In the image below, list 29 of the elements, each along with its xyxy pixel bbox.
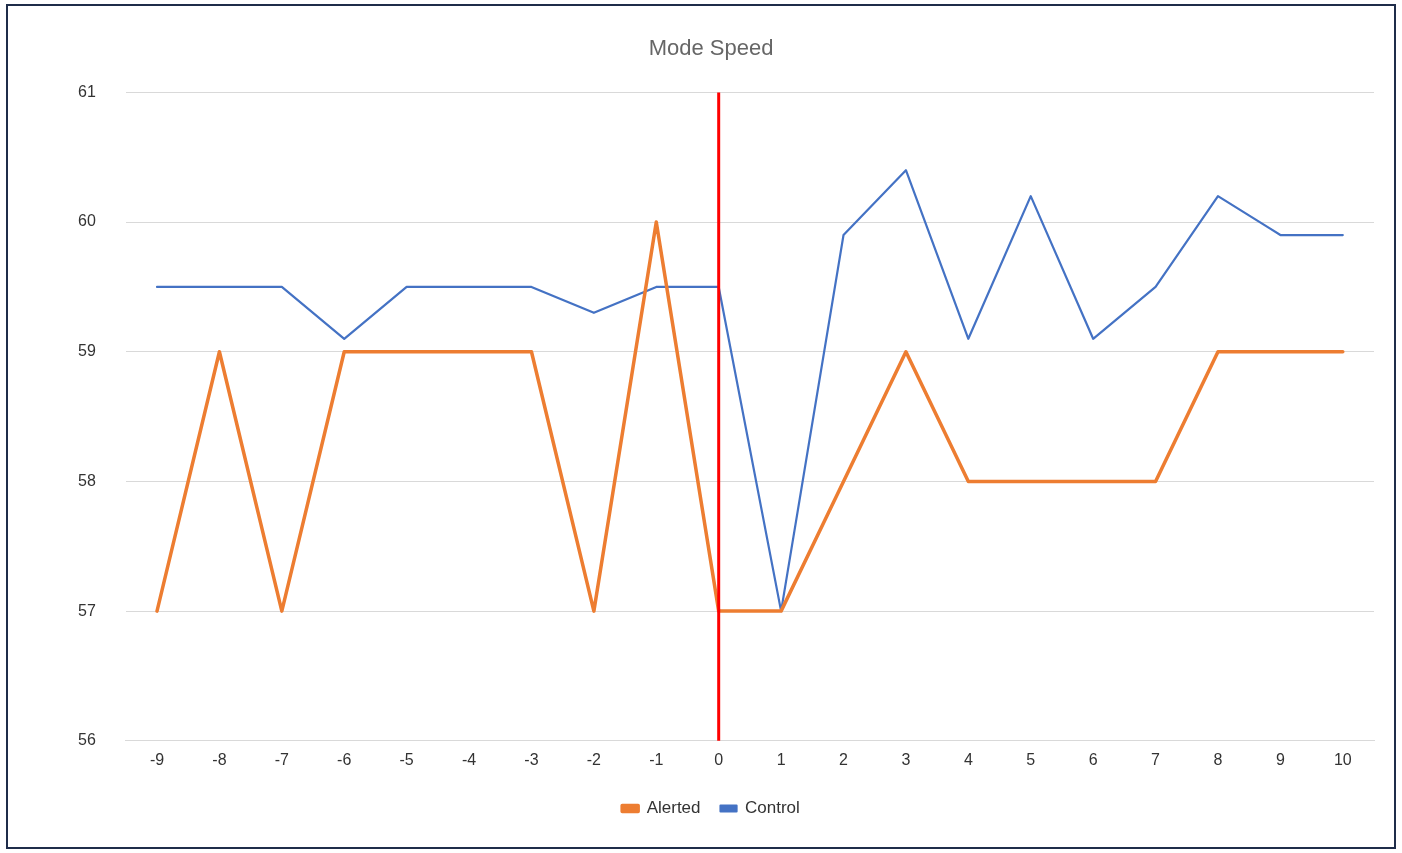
y-tick-label: 57 — [78, 601, 96, 619]
x-tick-label: -2 — [586, 750, 602, 768]
x-tick-label: 6 — [1088, 750, 1098, 768]
x-tick-label: -6 — [337, 750, 352, 768]
x-tick-label: 7 — [1151, 750, 1161, 768]
y-tick-label: 60 — [78, 212, 96, 230]
x-tick-label: -9 — [149, 750, 165, 768]
chart-title: Mode Speed — [648, 35, 774, 61]
legend-label: Alerted — [646, 798, 701, 818]
x-tick-label: 9 — [1275, 750, 1285, 768]
y-tick-label: 58 — [78, 471, 96, 489]
y-tick-label: 61 — [78, 82, 96, 100]
x-tick-label: 8 — [1213, 750, 1223, 768]
x-tick-label: -3 — [524, 750, 539, 768]
x-tick-label: -8 — [212, 750, 227, 768]
x-tick-label: -1 — [649, 750, 664, 768]
y-tick-label: 59 — [78, 342, 96, 360]
x-tick-label: 3 — [901, 750, 911, 768]
x-tick-label: -5 — [399, 750, 414, 768]
x-tick-label: 1 — [776, 750, 786, 768]
x-tick-label: 5 — [1026, 750, 1036, 768]
x-tick-label: -7 — [274, 750, 290, 768]
x-tick-label: 10 — [1333, 750, 1352, 768]
x-tick-label: 4 — [963, 750, 973, 768]
y-tick-label: 56 — [78, 731, 96, 749]
x-tick-label: 0 — [714, 750, 724, 768]
x-tick-label: -4 — [461, 750, 477, 768]
x-tick-label: 2 — [839, 750, 849, 768]
legend-label: Control — [745, 798, 800, 818]
